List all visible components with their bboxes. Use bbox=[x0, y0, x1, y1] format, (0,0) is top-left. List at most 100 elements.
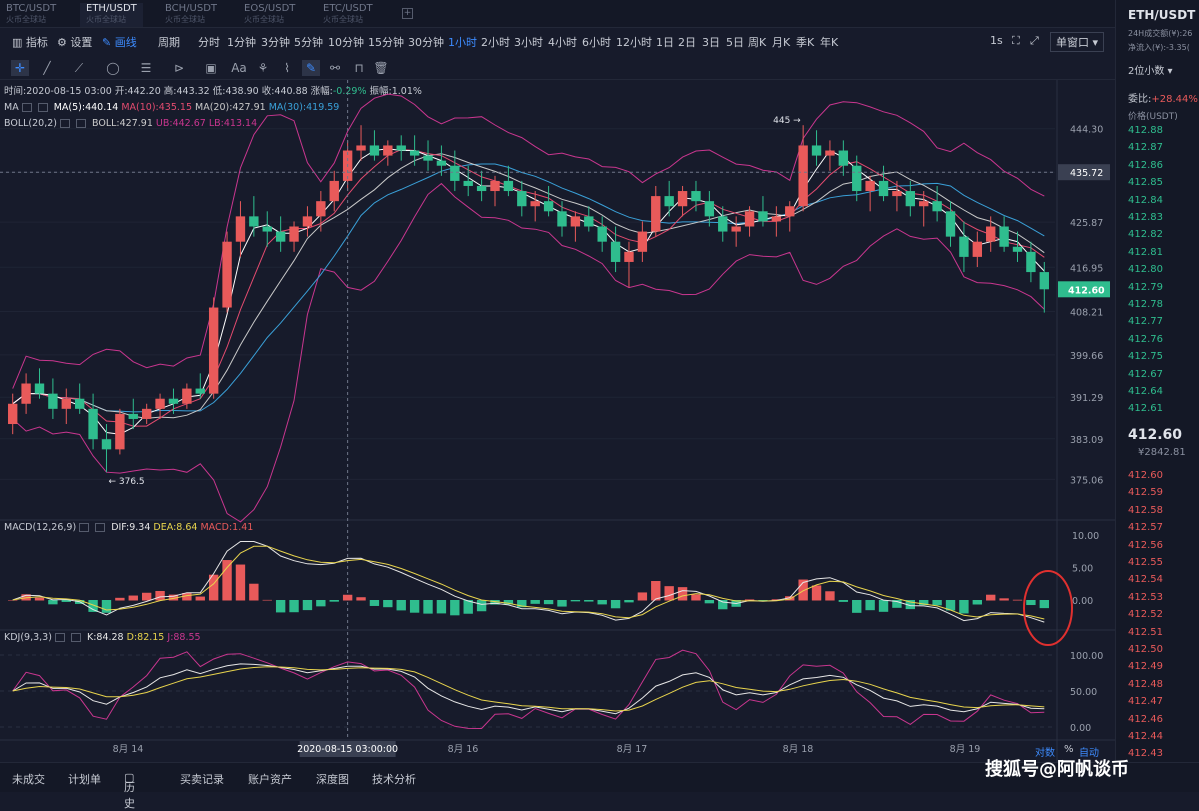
bid-price[interactable]: 412.56 bbox=[1128, 539, 1163, 551]
tab-assets[interactable]: 账户资产 bbox=[248, 773, 292, 786]
interval-3h[interactable]: 3小时 bbox=[514, 36, 543, 49]
interval-1m[interactable]: 1分钟 bbox=[227, 36, 256, 49]
period-label: 周期 bbox=[158, 36, 180, 49]
rect-tool-icon[interactable]: ▣ bbox=[205, 61, 217, 75]
ask-price[interactable]: 412.77 bbox=[1128, 316, 1163, 328]
ask-price[interactable]: 412.61 bbox=[1128, 403, 1163, 415]
ellipse-tool-icon[interactable]: ◯ bbox=[106, 61, 120, 75]
bid-price[interactable]: 412.54 bbox=[1128, 574, 1163, 586]
pct-toggle[interactable]: % bbox=[1064, 744, 1074, 755]
interval-6h[interactable]: 6小时 bbox=[582, 36, 611, 49]
pair-tab-bch[interactable]: BCH/USDT 火币全球站 bbox=[165, 3, 218, 24]
lock-tool-icon[interactable]: ⊓ bbox=[354, 61, 364, 75]
tab-analysis[interactable]: 技术分析 bbox=[372, 773, 416, 786]
ask-price[interactable]: 412.78 bbox=[1128, 299, 1163, 310]
tab-depth[interactable]: 深度图 bbox=[316, 773, 349, 786]
candle-body bbox=[691, 191, 701, 202]
ask-price[interactable]: 412.82 bbox=[1128, 229, 1163, 241]
ask-price[interactable]: 412.86 bbox=[1128, 159, 1163, 171]
interval-month[interactable]: 月K bbox=[772, 36, 791, 49]
bid-price[interactable]: 412.59 bbox=[1128, 487, 1163, 499]
bid-price[interactable]: 412.53 bbox=[1128, 591, 1163, 603]
interval-1h[interactable]: 1小时 bbox=[448, 36, 477, 49]
magnet-tool-icon[interactable]: ✎ bbox=[302, 60, 320, 76]
trash-icon[interactable]: 🗑 bbox=[373, 61, 389, 75]
window-select[interactable]: 单窗口 ▾ bbox=[1050, 32, 1105, 52]
refresh-rate[interactable]: 1s bbox=[990, 34, 1003, 47]
ask-price[interactable]: 412.75 bbox=[1128, 351, 1163, 363]
candlestick-chart[interactable]: 444.30 435.72 425.87 416.95 408.21 399.66 391.… bbox=[0, 80, 1115, 762]
bid-price[interactable]: 412.57 bbox=[1128, 522, 1163, 534]
macd-bar bbox=[302, 600, 313, 611]
bid-price[interactable]: 412.47 bbox=[1128, 696, 1163, 708]
bid-price[interactable]: 412.51 bbox=[1128, 626, 1163, 638]
log-toggle[interactable]: 对数 bbox=[1035, 748, 1055, 759]
interval-quarter[interactable]: 季K bbox=[796, 36, 815, 49]
precision-select[interactable]: 2位小数 ▾ bbox=[1128, 66, 1173, 77]
macd-bar bbox=[637, 592, 648, 601]
pair-tab-eth[interactable]: ETH/USDT 火币全球站 bbox=[80, 3, 143, 27]
bid-price[interactable]: 412.55 bbox=[1128, 557, 1163, 568]
indicator-button[interactable]: ▥ 指标 bbox=[12, 36, 48, 49]
ask-price[interactable]: 412.85 bbox=[1128, 177, 1163, 189]
ask-price[interactable]: 412.79 bbox=[1128, 281, 1163, 293]
text-tool-icon[interactable]: Aa bbox=[231, 61, 247, 75]
boll-info: BOLL(20,2) BOLL:427.91 UB:442.67 LB:413.… bbox=[4, 118, 258, 129]
pitchfork-tool-icon[interactable]: ⊳ bbox=[173, 61, 185, 75]
bid-price[interactable]: 412.58 bbox=[1128, 504, 1163, 516]
draw-button[interactable]: ✎ 画线 bbox=[102, 36, 137, 49]
bid-price[interactable]: 412.48 bbox=[1128, 678, 1163, 690]
pair-tab-btc[interactable]: BTC/USDT 火币全球站 bbox=[6, 3, 57, 24]
interval-1d[interactable]: 1日 bbox=[656, 36, 674, 49]
hline-tool-icon[interactable]: ☰ bbox=[140, 61, 152, 75]
interval-2h[interactable]: 2小时 bbox=[481, 36, 510, 49]
macd-bar bbox=[972, 600, 983, 605]
bid-price[interactable]: 412.43 bbox=[1128, 748, 1163, 760]
bid-price[interactable]: 412.49 bbox=[1128, 661, 1163, 673]
interval-15m[interactable]: 15分钟 bbox=[368, 36, 404, 49]
expand-icon[interactable]: ⤢ bbox=[1030, 34, 1039, 47]
interval-4h[interactable]: 4小时 bbox=[548, 36, 577, 49]
bid-price[interactable]: 412.44 bbox=[1128, 731, 1163, 742]
interval-3m[interactable]: 3分钟 bbox=[261, 36, 290, 49]
ask-price[interactable]: 412.80 bbox=[1128, 264, 1163, 276]
bid-price[interactable]: 412.52 bbox=[1128, 609, 1163, 621]
line-tool-icon[interactable]: ╱ bbox=[43, 61, 51, 75]
interval-10m[interactable]: 10分钟 bbox=[328, 36, 364, 49]
fullscreen-icon[interactable]: ⛶ bbox=[1012, 34, 1020, 47]
pair-tab-eos[interactable]: EOS/USDT 火币全球站 bbox=[244, 3, 296, 24]
interval-5m[interactable]: 5分钟 bbox=[294, 36, 323, 49]
auto-toggle[interactable]: 自动 bbox=[1079, 748, 1099, 759]
interval-year[interactable]: 年K bbox=[820, 36, 839, 49]
interval-2d[interactable]: 2日 bbox=[678, 36, 696, 49]
ask-price[interactable]: 412.84 bbox=[1128, 194, 1163, 206]
bid-price[interactable]: 412.50 bbox=[1128, 644, 1163, 655]
ruler-tool-icon[interactable]: ⌇ bbox=[284, 61, 290, 75]
ray-tool-icon[interactable]: ⟋ bbox=[74, 61, 84, 75]
bid-price[interactable]: 412.46 bbox=[1128, 713, 1163, 725]
add-tab-icon[interactable]: + bbox=[402, 8, 413, 19]
tab-plan-orders[interactable]: 计划单 bbox=[68, 773, 101, 786]
interval-30m[interactable]: 30分钟 bbox=[408, 36, 444, 49]
ask-price[interactable]: 412.83 bbox=[1128, 212, 1163, 223]
link-tool-icon[interactable]: ⚯ bbox=[329, 61, 341, 75]
fib-tool-icon[interactable]: ⚘ bbox=[257, 61, 269, 75]
ask-price[interactable]: 412.67 bbox=[1128, 368, 1163, 380]
tab-trades[interactable]: 买卖记录 bbox=[180, 773, 224, 786]
interval-fenshi[interactable]: 分时 bbox=[198, 36, 220, 49]
interval-5d[interactable]: 5日 bbox=[726, 36, 744, 49]
pair-tab-etc[interactable]: ETC/USDT 火币全球站 bbox=[323, 3, 373, 24]
interval-3d[interactable]: 3日 bbox=[702, 36, 720, 49]
interval-week[interactable]: 周K bbox=[748, 36, 767, 49]
ask-price[interactable]: 412.88 bbox=[1128, 125, 1163, 136]
ask-price[interactable]: 412.64 bbox=[1128, 386, 1163, 397]
crosshair-tool-icon[interactable]: ✛ bbox=[11, 60, 29, 76]
ask-price[interactable]: 412.87 bbox=[1128, 142, 1163, 154]
bid-price[interactable]: 412.60 bbox=[1128, 470, 1163, 481]
ask-price[interactable]: 412.76 bbox=[1128, 333, 1163, 345]
settings-button[interactable]: ⚙ 设置 bbox=[57, 36, 93, 49]
tab-open-orders[interactable]: 未成交 bbox=[12, 773, 45, 786]
interval-12h[interactable]: 12小时 bbox=[616, 36, 652, 49]
tab-history[interactable]: 历史 ▢ bbox=[124, 771, 135, 810]
ask-price[interactable]: 412.81 bbox=[1128, 246, 1163, 258]
